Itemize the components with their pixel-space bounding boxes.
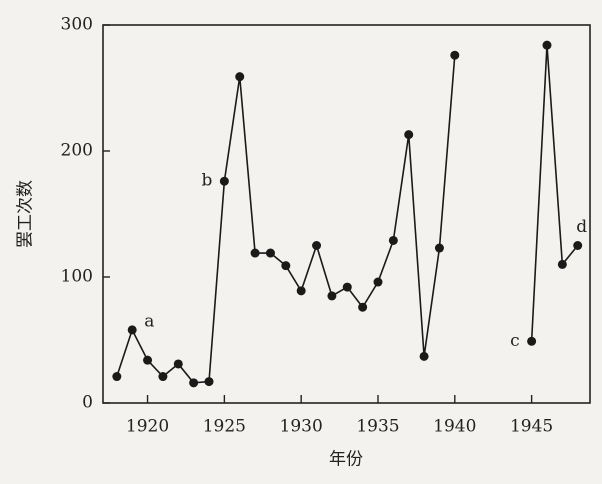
data-point: [358, 302, 368, 312]
data-point: [542, 40, 552, 50]
annotation: a: [144, 311, 154, 331]
data-point: [557, 259, 567, 269]
y-tick-label: 100: [61, 267, 93, 287]
data-point: [250, 248, 260, 258]
x-axis-label: 年份: [329, 450, 363, 470]
y-axis-label: 罢工次数: [16, 180, 36, 248]
data-point: [204, 377, 214, 387]
data-point: [342, 282, 352, 292]
data-point: [434, 243, 444, 253]
data-point: [281, 261, 291, 271]
x-tick-label: 1930: [280, 417, 323, 437]
data-point: [404, 130, 414, 140]
data-point: [127, 325, 137, 335]
data-point: [189, 378, 199, 388]
y-tick-label: 300: [61, 15, 93, 35]
data-point: [296, 286, 306, 296]
data-point: [265, 248, 275, 258]
x-tick-label: 1945: [510, 417, 553, 437]
data-point: [527, 336, 537, 346]
data-point: [235, 72, 245, 82]
data-point: [143, 355, 153, 365]
x-tick-label: 1920: [126, 417, 169, 437]
data-point: [450, 50, 460, 60]
data-point: [158, 372, 168, 382]
annotation: b: [201, 171, 212, 191]
x-tick-label: 1925: [203, 417, 246, 437]
data-point: [112, 372, 122, 382]
data-point: [388, 235, 398, 245]
annotation: c: [510, 331, 520, 351]
data-point: [327, 291, 337, 301]
data-line: [116, 45, 579, 384]
plot-frame: [102, 24, 591, 404]
data-point: [573, 241, 583, 250]
data-point: [173, 359, 183, 369]
data-point: [312, 241, 322, 250]
y-tick-label: 0: [82, 393, 93, 413]
data-point: [219, 176, 229, 186]
data-point: [419, 351, 429, 361]
x-tick-label: 1940: [433, 417, 476, 437]
annotation: d: [576, 217, 587, 237]
y-tick-label: 200: [61, 141, 93, 161]
data-point: [373, 277, 383, 287]
x-tick-label: 1935: [356, 417, 399, 437]
